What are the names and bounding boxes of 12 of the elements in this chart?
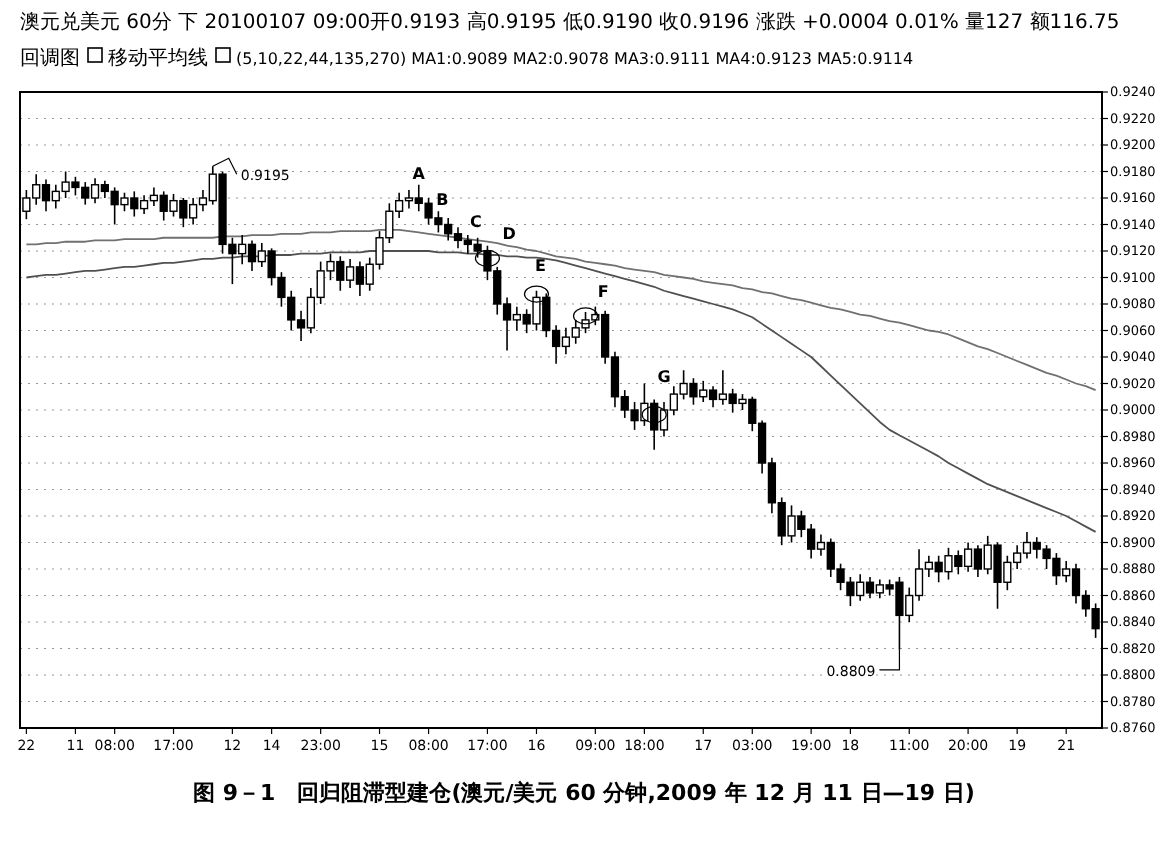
- annotation: G: [657, 368, 671, 387]
- text: 澳元兑美元 60分 下 20100107 09:00开0.9193 高0.9195 低0.9190 收0.9196 涨跌 +0.0004 0.01% 量127 额116.75: [20, 10, 1120, 34]
- text: 移动平均线: [108, 46, 208, 70]
- text: 回调图: [20, 46, 80, 70]
- annotation: C: [469, 213, 482, 232]
- text: 图 9－1 回归阻滞型建仓(澳元/美元 60 分钟,2009 年 12 月 11 日—19 日): [193, 780, 975, 806]
- annotation: D: [502, 224, 517, 243]
- annotation: F: [597, 282, 609, 301]
- annotation: E: [535, 256, 546, 275]
- annotation: A: [412, 164, 427, 183]
- text: (5,10,22,44,135,270) MA1:0.9089 MA2:0.9078 MA3:0.9111 MA4:0.9123 MA5:0.9114: [236, 50, 914, 68]
- annotation: B: [436, 191, 449, 210]
